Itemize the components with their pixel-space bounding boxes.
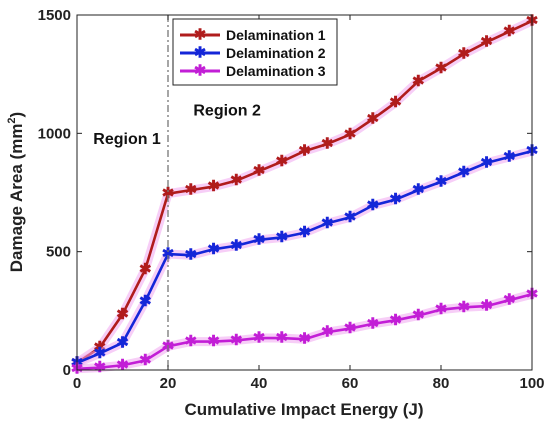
data-point-delamination-1: ✱ [298, 143, 311, 160]
data-point-delamination-3: ✱ [389, 312, 402, 329]
series-line-delamination-3 [76, 293, 533, 371]
legend-marker-delamination-1: ✱ [194, 27, 207, 44]
x-tick-label: 60 [342, 375, 359, 392]
data-point-delamination-2: ✱ [389, 191, 402, 208]
legend-label-delamination-2: Delamination 2 [226, 45, 326, 61]
data-point-delamination-3: ✱ [435, 301, 448, 318]
data-point-delamination-2: ✱ [435, 173, 448, 190]
legend-label-delamination-1: Delamination 1 [226, 27, 326, 43]
data-point-delamination-1: ✱ [184, 182, 197, 199]
y-tick-label: 1500 [38, 7, 71, 24]
x-tick-label: 80 [433, 375, 450, 392]
y-tick-label: 0 [63, 362, 71, 379]
series-layer: ✱✱✱✱✱ ✱ ✱ ✱✱✱✱ ✱✱✱✱✱✱✱✱✱✱✱✱✱✱✱ ✱ ✱ ✱ ✱ ✱ ✱✱ ✱✱ ✱✱ ✱✱✱… [71, 12, 539, 377]
data-point-delamination-2: ✱ [139, 293, 152, 310]
y-axis-label-superscript: 2 [6, 117, 18, 123]
y-tick-label: 1000 [38, 125, 71, 142]
plot-frame [76, 14, 533, 371]
data-point-delamination-1: ✱ [162, 185, 175, 202]
data-point-delamination-1: ✱ [457, 46, 470, 63]
data-point-delamination-1: ✱ [366, 111, 379, 128]
data-point-delamination-3: ✱ [503, 292, 516, 309]
data-point-delamination-2: ✱ [480, 154, 493, 171]
data-point-delamination-1: ✱ [503, 23, 516, 40]
data-point-delamination-3: ✱ [139, 352, 152, 369]
y-axis-label-close: ) [7, 112, 26, 118]
data-point-delamination-3: ✱ [275, 330, 288, 347]
data-point-delamination-3: ✱ [116, 357, 129, 374]
x-axis-label: Cumulative Impact Energy (J) [184, 400, 423, 419]
data-point-delamination-2: ✱ [275, 229, 288, 246]
data-point-delamination-2: ✱ [184, 247, 197, 264]
data-point-delamination-2: ✱ [344, 209, 357, 226]
data-point-delamination-2: ✱ [116, 334, 129, 351]
data-point-delamination-2: ✱ [321, 215, 334, 232]
legend: ✱ Delamination 1 ✱ Delamination 2 ✱ Dela… [172, 18, 338, 86]
data-point-delamination-1: ✱ [412, 73, 425, 90]
series-delamination-2: ✱ ✱ ✱ ✱ ✱ ✱ ✱ ✱ ✱ ✱ ✱ ✱ ✱ ✱ ✱ ✱ ✱ ✱ ✱ ✱ ✱ [71, 143, 539, 372]
y-axis-label-main: Damage Area (mm [7, 124, 26, 273]
y-tick-label: 500 [46, 244, 71, 261]
data-point-delamination-3: ✱ [298, 331, 311, 348]
series-line-delamination-2 [76, 149, 533, 365]
series-line-delamination-1 [76, 19, 533, 364]
annotation-region-2: Region 2 [193, 103, 261, 120]
data-point-delamination-1: ✱ [435, 60, 448, 77]
data-point-delamination-2: ✱ [366, 197, 379, 214]
data-point-delamination-3: ✱ [344, 320, 357, 337]
data-point-delamination-3: ✱ [253, 330, 266, 347]
x-tick-label: 0 [73, 375, 81, 392]
data-point-delamination-3: ✱ [230, 332, 243, 349]
y-axis-label: Damage Area (mm2) [6, 112, 26, 272]
legend-marker-delamination-2: ✱ [194, 45, 207, 62]
data-point-delamination-1: ✱ [207, 178, 220, 195]
legend-marker-delamination-3: ✱ [194, 63, 207, 80]
data-point-delamination-3: ✱ [412, 307, 425, 324]
data-point-delamination-3: ✱ [207, 333, 220, 350]
data-point-delamination-2: ✱ [93, 345, 106, 362]
data-point-delamination-1: ✱ [321, 135, 334, 152]
data-point-delamination-3: ✱ [321, 324, 334, 341]
data-point-delamination-1: ✱ [389, 94, 402, 111]
annotation-region-1: Region 1 [93, 131, 161, 148]
x-tick-label: 100 [519, 375, 544, 392]
data-point-delamination-3: ✱ [366, 315, 379, 332]
data-point-delamination-2: ✱ [207, 241, 220, 258]
legend-label-delamination-3: Delamination 3 [226, 63, 326, 79]
x-tick-label: 40 [251, 375, 268, 392]
data-point-delamination-1: ✱ [275, 153, 288, 170]
data-point-delamination-1: ✱ [253, 163, 266, 180]
data-point-delamination-2: ✱ [457, 164, 470, 181]
data-point-delamination-3: ✱ [93, 359, 106, 376]
data-point-delamination-3: ✱ [480, 298, 493, 315]
data-point-delamination-3: ✱ [184, 333, 197, 350]
data-point-delamination-1: ✱ [344, 126, 357, 143]
data-point-delamination-3: ✱ [457, 299, 470, 316]
data-point-delamination-1: ✱ [139, 261, 152, 278]
data-point-delamination-2: ✱ [298, 224, 311, 241]
data-point-delamination-1: ✱ [116, 306, 129, 323]
data-point-delamination-2: ✱ [230, 237, 243, 254]
data-point-delamination-1: ✱ [230, 172, 243, 189]
x-tick-label: 20 [160, 375, 177, 392]
data-point-delamination-2: ✱ [253, 231, 266, 248]
data-point-delamination-2: ✱ [503, 149, 516, 166]
data-point-delamination-2: ✱ [162, 246, 175, 263]
data-point-delamination-2: ✱ [412, 182, 425, 199]
data-point-delamination-1: ✱ [480, 34, 493, 51]
